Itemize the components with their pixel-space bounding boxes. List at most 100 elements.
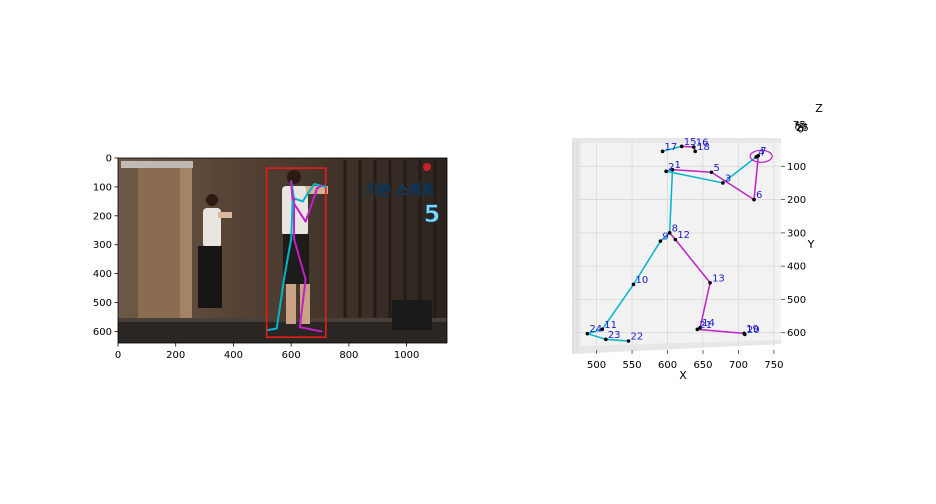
y-tick-label: 100 <box>93 182 112 193</box>
x-tick-label-3d: 650 <box>693 360 712 371</box>
channel-logo <box>423 163 431 171</box>
joint-point-9 <box>658 239 663 243</box>
x-tick-label: 600 <box>282 350 301 361</box>
pose-bone-2d <box>290 200 294 240</box>
x-tick-label: 1000 <box>394 350 419 361</box>
z-tick-label-3d: 75 <box>793 120 806 131</box>
grid-3d <box>575 143 781 346</box>
joint-label-12: 12 <box>677 230 690 241</box>
joint-label-5: 5 <box>713 163 719 174</box>
joint-label-7: 7 <box>760 146 766 157</box>
joint-label-13: 13 <box>712 273 725 284</box>
joint-point-22 <box>626 339 631 343</box>
bone-8-9 <box>659 232 671 242</box>
hand-loop <box>749 149 773 163</box>
joint-point-24 <box>585 331 590 336</box>
y-tick-label-3d: 600 <box>787 328 806 339</box>
joint-label-21: 21 <box>699 320 712 331</box>
bone-15-16 <box>681 145 694 148</box>
joint-label-11: 11 <box>604 320 617 331</box>
y-axis-label: Y <box>807 238 815 251</box>
x-tick-label-3d: 600 <box>658 360 677 371</box>
x-tick-label: 800 <box>339 350 358 361</box>
x-tick-label-3d: 700 <box>729 360 748 371</box>
joint-point-12 <box>673 237 678 242</box>
joint-label-2: 2 <box>668 162 674 173</box>
joint-point-5 <box>709 170 714 175</box>
gym-equipment <box>392 300 432 330</box>
pose-bone-2d <box>267 327 278 331</box>
pose-bone-2d <box>304 187 319 223</box>
joint-point-3 <box>721 181 725 185</box>
joint-point-7 <box>756 153 761 158</box>
joint-point-13 <box>708 280 712 285</box>
x-tick-label: 200 <box>166 350 185 361</box>
joint-point-11 <box>600 327 605 332</box>
joint-label-20: 20 <box>747 325 760 336</box>
joint-point-1 <box>670 167 675 172</box>
joint-label-19: 19 <box>746 324 759 335</box>
x-tick-label: 400 <box>224 350 243 361</box>
bone-5-6 <box>711 171 755 201</box>
pose-overlay-2d <box>265 167 327 339</box>
joint-point-21 <box>695 327 700 332</box>
y-tick-label-3d: 100 <box>787 162 806 173</box>
joint-label-9: 9 <box>662 232 668 243</box>
bone-1-5 <box>672 168 712 174</box>
bone-12-13 <box>674 239 711 284</box>
bone-24-23 <box>587 332 607 341</box>
joint-point-16 <box>691 145 696 149</box>
image-panel: 기본 스쿼트 5 0 200 400 600 800 1000 0 100 200 300 400 5… <box>93 154 448 361</box>
overlay-number: 5 <box>424 200 441 228</box>
y-tick-label-3d: 300 <box>787 228 806 239</box>
y-tick-label-3d: 500 <box>787 295 806 306</box>
joint-point-23 <box>604 337 608 342</box>
caption-bar <box>121 161 193 168</box>
joint-label-6: 6 <box>756 190 762 201</box>
x-tick-label-3d: 550 <box>623 360 642 371</box>
joint-label-14: 14 <box>702 318 715 329</box>
bone-10-11 <box>601 284 635 330</box>
y-tick-label: 200 <box>93 211 112 222</box>
x-tick-label: 0 <box>115 350 121 361</box>
bounding-box <box>265 167 327 339</box>
bone-2-3 <box>665 170 723 184</box>
photo: 기본 스쿼트 5 <box>118 158 447 343</box>
x-tick-label-3d: 750 <box>764 360 783 371</box>
z-tick-label-3d: 25 <box>796 123 809 134</box>
pose-bone-2d <box>293 237 307 281</box>
joint-point-2 <box>664 169 668 174</box>
bone-15-17 <box>662 145 682 153</box>
joint-point-15 <box>679 144 684 149</box>
image-axes-frame <box>117 157 448 344</box>
x-tick-label-3d: 500 <box>587 360 606 371</box>
pose-bone-2d <box>316 184 323 190</box>
pose-bone-2d <box>290 180 294 203</box>
bone-9-10 <box>632 240 662 285</box>
joint-point-10 <box>631 282 636 287</box>
wall-slats <box>343 160 437 320</box>
joint-label-24: 24 <box>589 324 602 335</box>
z-tick-label-3d: 0 <box>798 125 804 136</box>
joint-point-20 <box>743 332 747 337</box>
bone-21-19 <box>697 328 745 335</box>
joint-label-15: 15 <box>684 137 697 148</box>
y-tick-label-3d: 400 <box>787 262 806 273</box>
joint-label-18: 18 <box>697 142 710 153</box>
bone-11-24 <box>587 328 603 335</box>
joint-label-8: 8 <box>672 223 678 234</box>
joint-label-22: 22 <box>631 332 644 343</box>
pose-bone-2d <box>298 278 307 329</box>
y-tick-label: 300 <box>93 240 112 251</box>
joint-point-8 <box>667 231 672 235</box>
y-tick-label: 0 <box>106 154 112 165</box>
joint-label-10: 10 <box>635 275 648 286</box>
joint-point-14 <box>698 325 702 330</box>
pose-bone-2d <box>293 197 304 203</box>
joint-label-3: 3 <box>725 173 731 184</box>
pose-bone-2d <box>275 278 285 330</box>
overlay-title: 기본 스쿼트 <box>365 182 434 199</box>
